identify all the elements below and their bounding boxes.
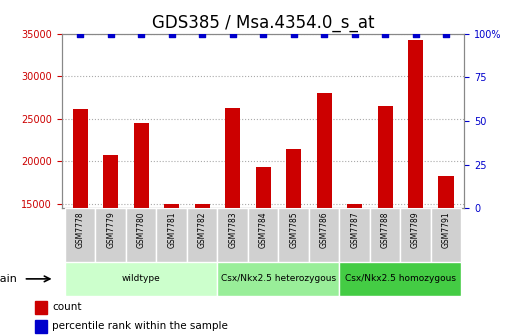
Point	[76, 31, 84, 36]
Text: GSM7784: GSM7784	[259, 211, 268, 248]
Point	[320, 31, 328, 36]
Bar	[35, 301, 47, 314]
FancyBboxPatch shape	[248, 208, 279, 262]
Point	[229, 31, 237, 36]
Point	[168, 31, 176, 36]
FancyBboxPatch shape	[187, 208, 217, 262]
Text: strain: strain	[0, 274, 18, 284]
Bar	[225, 108, 240, 332]
Bar	[439, 176, 454, 332]
Title: GDS385 / Msa.4354.0_s_at: GDS385 / Msa.4354.0_s_at	[152, 14, 375, 32]
Point	[442, 31, 450, 36]
Point	[137, 31, 146, 36]
Bar	[35, 320, 47, 333]
Bar	[195, 204, 210, 332]
Point	[107, 31, 115, 36]
Text: GSM7786: GSM7786	[319, 211, 329, 248]
Bar	[286, 149, 301, 332]
Text: GSM7783: GSM7783	[228, 211, 237, 248]
Text: Csx/Nkx2.5 heterozygous: Csx/Nkx2.5 heterozygous	[221, 275, 336, 283]
Text: count: count	[53, 302, 82, 312]
Text: percentile rank within the sample: percentile rank within the sample	[53, 321, 228, 331]
FancyBboxPatch shape	[431, 208, 461, 262]
FancyBboxPatch shape	[370, 208, 400, 262]
Bar	[408, 40, 423, 332]
Text: Csx/Nkx2.5 homozygous: Csx/Nkx2.5 homozygous	[345, 275, 456, 283]
Bar	[316, 93, 332, 332]
Point	[350, 31, 359, 36]
FancyBboxPatch shape	[217, 262, 340, 296]
Text: GSM7791: GSM7791	[442, 211, 450, 248]
Point	[289, 31, 298, 36]
Bar	[378, 106, 393, 332]
FancyBboxPatch shape	[217, 208, 248, 262]
FancyBboxPatch shape	[95, 208, 126, 262]
Bar	[73, 109, 88, 332]
FancyBboxPatch shape	[340, 208, 370, 262]
Text: GSM7780: GSM7780	[137, 211, 146, 248]
FancyBboxPatch shape	[340, 262, 461, 296]
FancyBboxPatch shape	[400, 208, 431, 262]
FancyBboxPatch shape	[65, 262, 217, 296]
Point	[198, 31, 206, 36]
Text: wildtype: wildtype	[122, 275, 160, 283]
Point	[411, 31, 420, 36]
Bar	[347, 204, 362, 332]
Point	[381, 31, 389, 36]
FancyBboxPatch shape	[126, 208, 156, 262]
FancyBboxPatch shape	[65, 208, 95, 262]
Bar	[134, 123, 149, 332]
Text: GSM7785: GSM7785	[289, 211, 298, 248]
Text: GSM7788: GSM7788	[381, 211, 390, 248]
Point	[259, 31, 267, 36]
FancyBboxPatch shape	[156, 208, 187, 262]
Bar	[164, 204, 180, 332]
Text: GSM7782: GSM7782	[198, 211, 207, 248]
Text: GSM7787: GSM7787	[350, 211, 359, 248]
Bar	[103, 156, 118, 332]
FancyBboxPatch shape	[279, 208, 309, 262]
Bar	[255, 167, 271, 332]
Text: GSM7781: GSM7781	[167, 211, 176, 248]
Text: GSM7779: GSM7779	[106, 211, 115, 248]
Text: GSM7778: GSM7778	[76, 211, 85, 248]
Text: GSM7789: GSM7789	[411, 211, 420, 248]
FancyBboxPatch shape	[309, 208, 340, 262]
